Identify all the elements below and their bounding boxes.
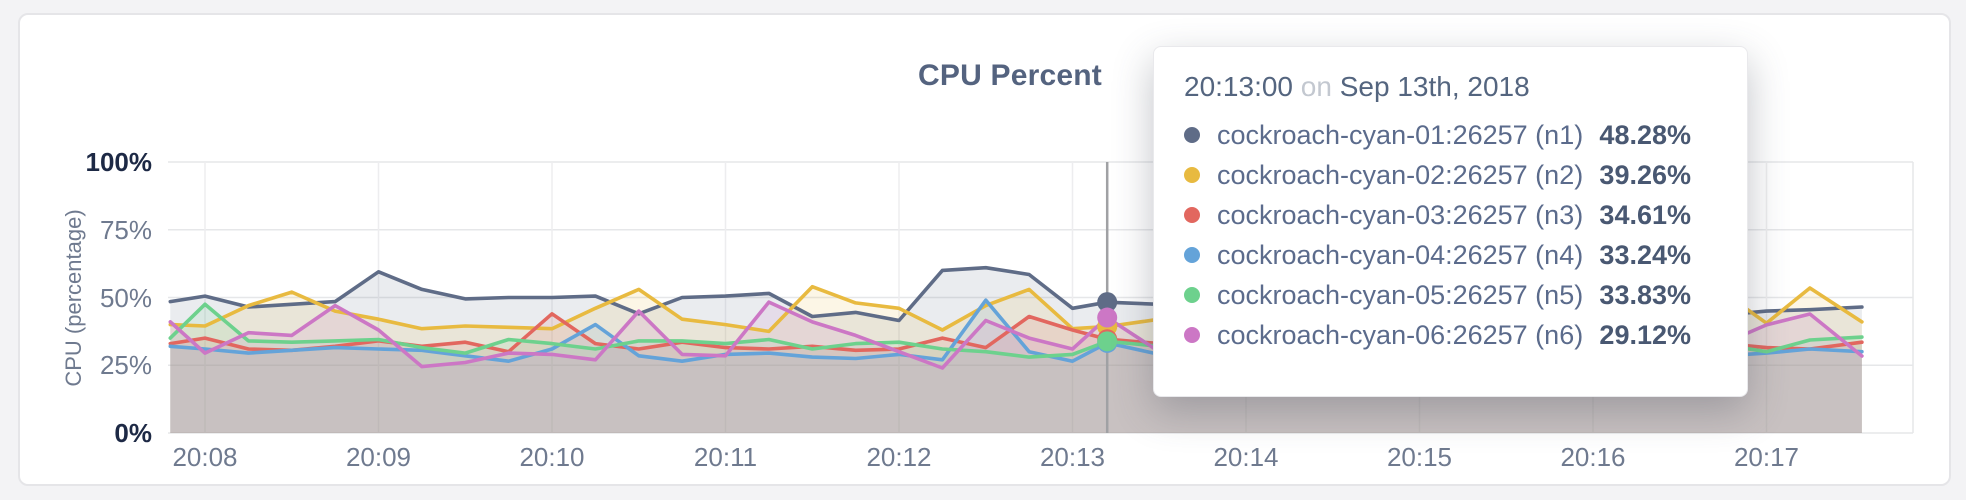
x-tick-label-20:15: 20:15 [1386, 442, 1453, 472]
y-tick-label-0%: 0% [114, 418, 152, 448]
tooltip-row-value: 33.24% [1599, 239, 1691, 270]
x-tick-label-20:11: 20:11 [693, 442, 758, 472]
x-tick-label-20:08: 20:08 [172, 442, 238, 472]
tooltip-header: 20:13:00 on Sep 13th, 2018 [1184, 69, 1717, 105]
tooltip-row-label: cockroach-cyan-02:26257 (n2) [1217, 159, 1584, 190]
x-tick-label-20:16: 20:16 [1560, 442, 1626, 472]
tooltip-row-value: 39.26% [1599, 159, 1691, 190]
hover-dot-n6 [1097, 307, 1118, 328]
series-color-dot-n2 [1184, 167, 1200, 183]
tooltip-row-n1: cockroach-cyan-01:26257 (n1) 48.28% [1184, 115, 1717, 155]
y-tick-label-75%: 75% [99, 214, 152, 245]
tooltip-row-value: 33.83% [1599, 279, 1691, 310]
tooltip-row-value: 34.61% [1599, 199, 1691, 230]
tooltip-row-label: cockroach-cyan-01:26257 (n1) [1217, 119, 1584, 150]
tooltip-row-label: cockroach-cyan-05:26257 (n5) [1217, 279, 1584, 310]
tooltip-conjunction: on [1300, 71, 1332, 102]
tooltip-row-label: cockroach-cyan-06:26257 (n6) [1217, 319, 1584, 350]
series-color-dot-n4 [1184, 247, 1200, 263]
chart-title: CPU Percent [918, 59, 1102, 92]
tooltip-row-n3: cockroach-cyan-03:26257 (n3) 34.61% [1184, 195, 1717, 235]
cpu-percent-chart-card: CPU Percent CPU (percentage) 0% 25% 50% 75%… [18, 13, 1951, 486]
series-color-dot-n3 [1184, 207, 1200, 223]
tooltip-time: 20:13:00 [1184, 71, 1293, 102]
y-tick-label-50%: 50% [99, 282, 152, 313]
x-tick-label-20:17: 20:17 [1733, 442, 1800, 472]
tooltip-row-value: 29.12% [1599, 319, 1691, 350]
tooltip-date: Sep 13th, 2018 [1339, 71, 1530, 102]
tooltip-row-value: 48.28% [1599, 119, 1691, 150]
tooltip-row-n2: cockroach-cyan-02:26257 (n2) 39.26% [1184, 155, 1717, 195]
x-tick-label-20:14: 20:14 [1213, 442, 1279, 472]
tooltip-row-n6: cockroach-cyan-06:26257 (n6) 29.12% [1184, 315, 1717, 355]
tooltip-row-label: cockroach-cyan-04:26257 (n4) [1217, 239, 1584, 270]
series-area-n4 [170, 300, 1862, 433]
y-tick-label-100%: 100% [85, 147, 153, 177]
x-tick-label-20:10: 20:10 [519, 442, 585, 472]
hover-dot-n5 [1097, 331, 1118, 352]
tooltip-rows: cockroach-cyan-01:26257 (n1) 48.28% cockro… [1184, 115, 1717, 355]
series-color-dot-n5 [1184, 287, 1200, 303]
hover-tooltip: 20:13:00 on Sep 13th, 2018 cockroach-cya… [1153, 46, 1748, 397]
x-tick-label-20:09: 20:09 [345, 442, 412, 472]
series-color-dot-n6 [1184, 327, 1200, 343]
series-area-n6 [170, 302, 1862, 433]
tooltip-row-n4: cockroach-cyan-04:26257 (n4) 33.24% [1184, 235, 1717, 275]
tooltip-row-n5: cockroach-cyan-05:26257 (n5) 33.83% [1184, 275, 1717, 315]
x-tick-label-20:13: 20:13 [1039, 442, 1106, 472]
x-tick-label-20:12: 20:12 [866, 442, 932, 472]
tooltip-row-label: cockroach-cyan-03:26257 (n3) [1217, 199, 1584, 230]
series-color-dot-n1 [1184, 127, 1200, 143]
series-area-n5 [170, 304, 1862, 433]
hover-dot-n1 [1097, 292, 1118, 313]
y-tick-label-25%: 25% [99, 350, 152, 381]
